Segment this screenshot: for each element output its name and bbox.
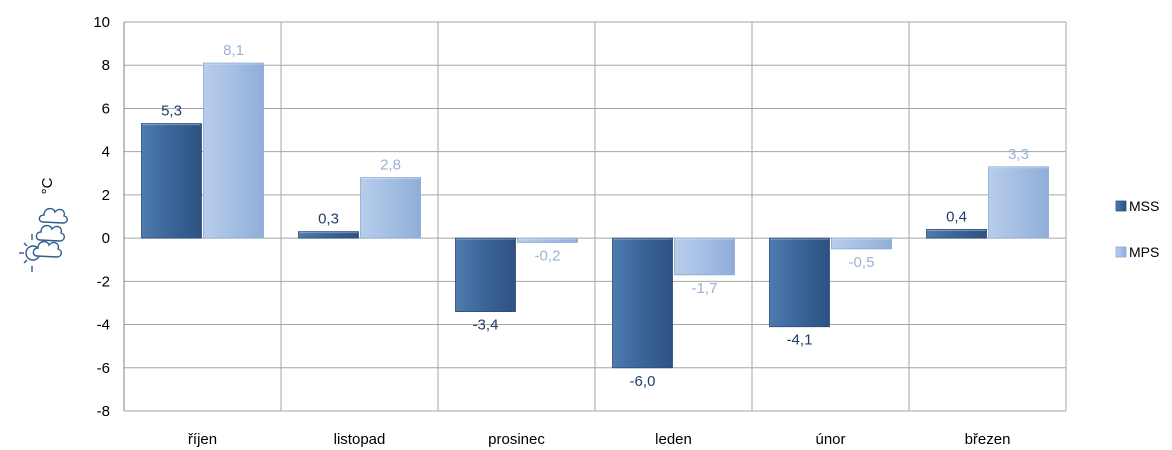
data-label-mps: 8,1 — [223, 42, 244, 59]
legend-label-mss: MSS — [1129, 198, 1159, 214]
legend-swatch-mss — [1115, 200, 1127, 212]
y-tick-label: 6 — [102, 100, 110, 117]
y-tick-label: 4 — [102, 144, 110, 161]
data-label-mps: 2,8 — [380, 157, 401, 174]
data-label-mss: 0,4 — [946, 208, 967, 225]
data-label-mps: 3,3 — [1008, 146, 1029, 163]
legend-item-mss: MSS — [1115, 198, 1159, 214]
bar-mps — [674, 237, 735, 276]
bars — [141, 62, 1049, 369]
bar-mss — [455, 237, 516, 312]
data-label-mss: -4,1 — [787, 332, 813, 349]
x-tick-label: říjen — [188, 431, 217, 448]
bar-mss — [141, 123, 202, 239]
legend-swatch-mps — [1115, 246, 1127, 258]
weather-cloud-sun-icon — [19, 207, 68, 272]
bar-mss — [769, 237, 830, 328]
bar-mps — [517, 237, 578, 243]
y-tick-label: 8 — [102, 57, 110, 74]
data-label-mss: 0,3 — [318, 211, 339, 228]
grid — [123, 21, 1067, 412]
y-tick-label: -6 — [97, 360, 110, 377]
y-tick-label: -8 — [97, 403, 110, 420]
y-tick-label: -4 — [97, 317, 110, 334]
legend: MSS MPS — [1115, 198, 1159, 260]
y-tick-label: 10 — [93, 14, 110, 31]
x-tick-label: leden — [655, 431, 692, 448]
bar-mps — [831, 237, 892, 250]
data-label-mss: -3,4 — [473, 317, 499, 334]
bar-mps — [360, 177, 421, 239]
data-label-mps: -1,7 — [692, 280, 718, 297]
bar-mps — [203, 62, 264, 239]
y-tick-label: 0 — [102, 230, 110, 247]
bar-mss — [298, 231, 359, 239]
data-label-mps: -0,2 — [535, 247, 561, 264]
y-tick-label: -2 — [97, 273, 110, 290]
data-label-mss: -6,0 — [630, 373, 656, 390]
bar-mss — [926, 229, 987, 239]
data-labels: 5,3 0,3 -3,4 -6,0 -4,1 0,4 8,1 2,8 -0,2 -1,7 -0,5 3… — [161, 42, 1029, 390]
bar-mps — [988, 166, 1049, 239]
axes: 10 8 6 4 2 0 -2 -4 -6 -8 říjen listopad prosinec lede… — [93, 14, 1010, 448]
x-tick-label: listopad — [334, 431, 386, 448]
y-tick-label: 2 — [102, 187, 110, 204]
y-axis-label: °C — [39, 177, 56, 194]
x-tick-label: prosinec — [488, 431, 545, 448]
bar-mss — [612, 237, 673, 369]
legend-item-mps: MPS — [1115, 244, 1159, 260]
x-tick-label: březen — [965, 431, 1011, 448]
data-label-mss: 5,3 — [161, 103, 182, 120]
x-tick-label: únor — [815, 431, 845, 448]
legend-label-mps: MPS — [1129, 244, 1159, 260]
data-label-mps: -0,5 — [849, 254, 875, 271]
